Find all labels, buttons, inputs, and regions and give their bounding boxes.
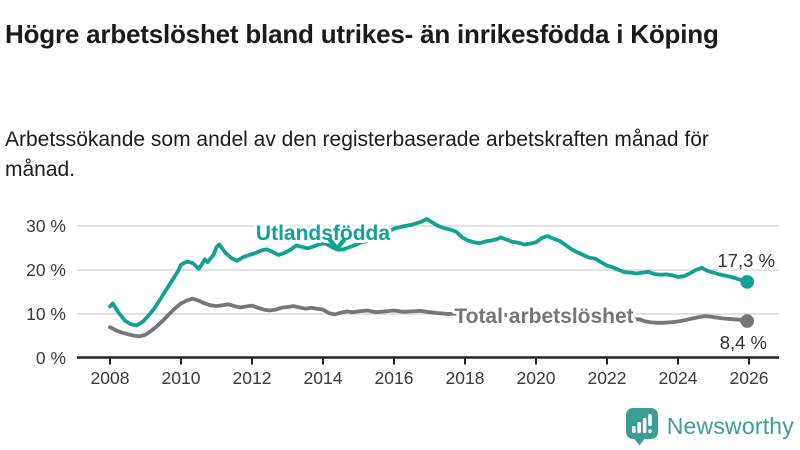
x-tick-label: 2016 [375, 368, 414, 388]
x-tick-label: 2010 [162, 368, 201, 388]
label-pointer-chevron-down-icon [327, 237, 347, 251]
x-tick-label: 2018 [446, 368, 485, 388]
newsworthy-logo[interactable]: Newsworthy [625, 407, 794, 446]
chart-subtitle: Arbetssökande som andel av den registerb… [5, 128, 709, 181]
series-line-utlandsfodda [108, 217, 750, 328]
x-tick-label: 2022 [588, 368, 627, 388]
series-label-utlandsfodda: Utlandsfödda [256, 222, 390, 245]
series-end-value-label: 8,4 % [720, 332, 767, 353]
x-tick-label: 2020 [517, 368, 556, 388]
series-line-total [108, 296, 750, 339]
x-tick-label: 2024 [659, 368, 698, 388]
x-tick-label: 2026 [730, 368, 769, 388]
newsworthy-wordmark: Newsworthy [666, 413, 794, 439]
x-tick-label: 2008 [91, 368, 130, 388]
series-end-dot [740, 314, 755, 328]
series-end-value-label: 17,3 % [717, 250, 775, 271]
series-end-dot [740, 275, 755, 289]
newsworthy-speech-bubble-bar-chart-icon [625, 408, 658, 446]
x-tick-label: 2012 [233, 368, 272, 388]
page-title: Högre arbetslöshet bland utrikes- än inr… [5, 19, 719, 50]
x-tick-label: 2014 [304, 368, 343, 388]
y-tick-label: 10 % [26, 304, 66, 324]
y-tick-label: 20 % [26, 260, 66, 280]
y-tick-label: 30 % [26, 216, 66, 236]
y-tick-label: 0 % [36, 348, 66, 368]
series-label-total: Total arbetslöshet [454, 305, 633, 328]
